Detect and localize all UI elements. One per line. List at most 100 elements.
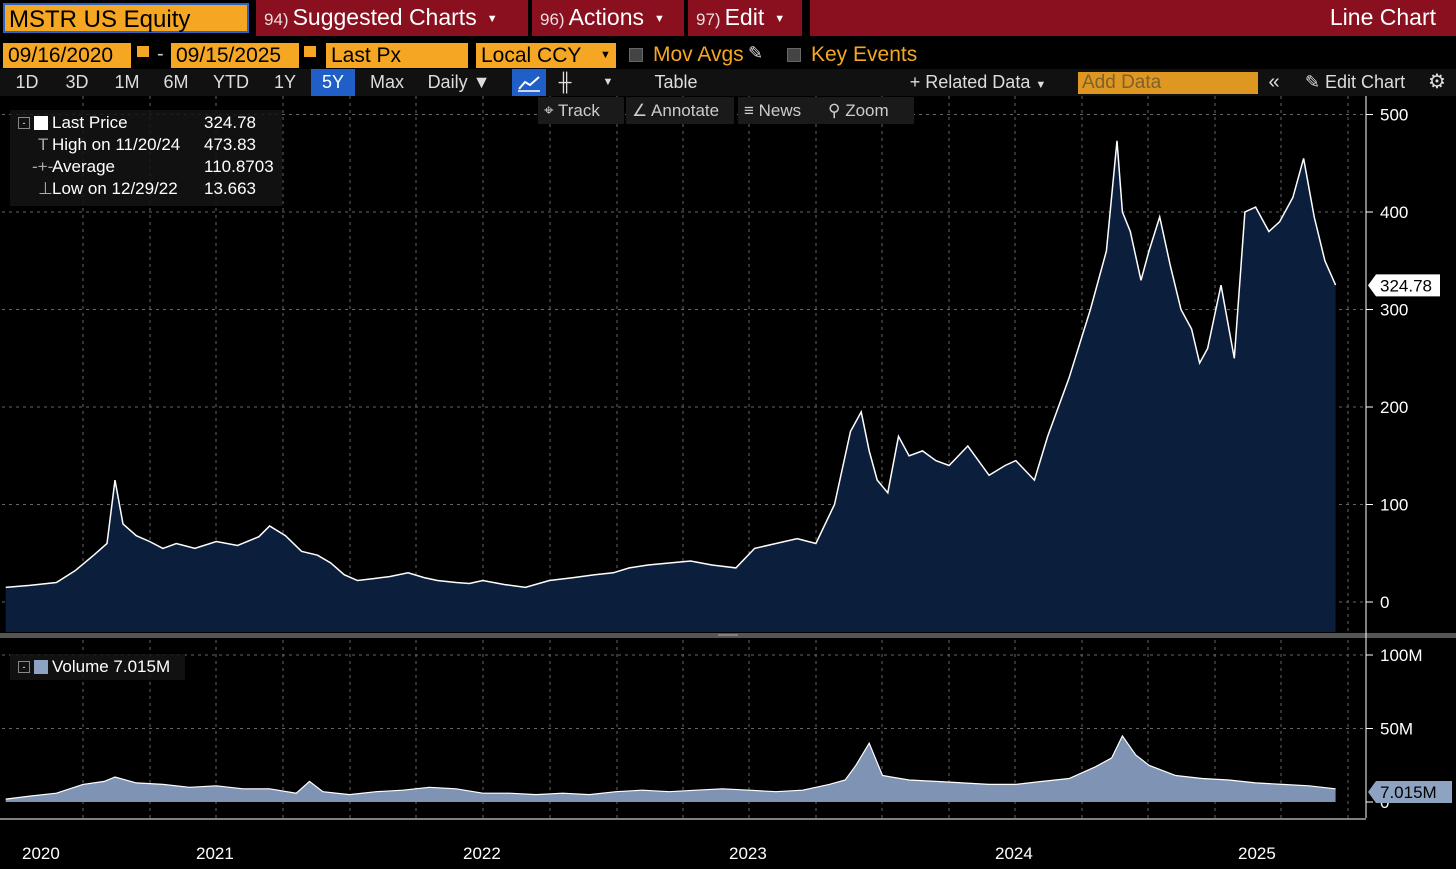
menu-label: Edit: [724, 4, 765, 30]
add-data-input[interactable]: Add Data: [1078, 72, 1258, 94]
average-marker-icon: -+-: [32, 157, 54, 176]
range-5y[interactable]: 5Y: [311, 69, 355, 96]
y-tick-label: 100M: [1380, 646, 1423, 665]
table-button[interactable]: Table: [654, 72, 698, 92]
edit-chart-button[interactable]: ✎ Edit Chart: [1294, 69, 1416, 96]
x-tick-label: 2021: [196, 844, 234, 863]
legend-name: High on 11/20/24: [52, 135, 181, 154]
track-label: Track: [558, 101, 600, 120]
currency-select[interactable]: Local CCY: [476, 43, 596, 68]
range-1d[interactable]: 1D: [15, 72, 39, 92]
calendar-icon[interactable]: [136, 45, 150, 58]
related-data-button[interactable]: + Related Data ▼: [898, 69, 1058, 96]
x-tick-label: 2025: [1238, 844, 1276, 863]
start-date-field[interactable]: 09/16/2020: [3, 43, 131, 68]
legend-row: T High on 11/20/24 473.83: [10, 134, 282, 156]
caret-down-icon: ▼: [472, 72, 491, 92]
pencil-icon[interactable]: ✎: [748, 43, 764, 63]
crosshair-icon: ⌖: [544, 101, 554, 120]
annotate-button[interactable]: ∠ Annotate: [626, 97, 734, 124]
annotate-label: Annotate: [651, 101, 720, 120]
last-volume-tag: [1368, 781, 1452, 803]
price-line: [5, 140, 1337, 589]
chart-style-dropdown-icon[interactable]: ▼: [602, 76, 614, 88]
line-chart-icon[interactable]: [512, 69, 546, 96]
legend-name: Average: [52, 157, 116, 176]
x-tick-label: 2022: [463, 844, 501, 863]
menu-number: 94): [264, 10, 289, 29]
x-tick-label: 2023: [729, 844, 767, 863]
range-1y[interactable]: 1Y: [273, 72, 297, 92]
add-data-placeholder: Add Data: [1082, 72, 1162, 93]
zoom-label: Zoom: [845, 101, 889, 120]
volume-legend: - Volume 7.015M: [10, 654, 185, 680]
legend-row: - Last Price 324.78: [10, 112, 282, 134]
menu-number: 96): [540, 10, 565, 29]
y-tick-label: 100: [1380, 496, 1408, 515]
y-tick-label: 0: [1380, 593, 1389, 612]
range-1m[interactable]: 1M: [114, 72, 140, 92]
collapse-box-icon[interactable]: -: [18, 117, 30, 129]
bar-chart-icon[interactable]: ╫: [558, 72, 572, 92]
y-tick-label: 500: [1380, 106, 1408, 125]
legend-name: Last Price: [52, 113, 128, 132]
pencil-icon: ✎: [1304, 72, 1321, 92]
price-area: [5, 140, 1336, 633]
date-controls: 09/16/2020 - 09/15/2025 Last Px Local CC…: [0, 40, 1456, 70]
x-tick-label: 2020: [22, 844, 60, 863]
collapse-icon[interactable]: «: [1268, 71, 1280, 93]
last-volume-label: 7.015M: [1380, 783, 1437, 802]
caret-down-icon: ▼: [774, 12, 786, 25]
legend-value: 13.663: [204, 179, 256, 198]
caret-down-icon: ▼: [1035, 79, 1047, 91]
news-button[interactable]: ≡ News: [738, 97, 824, 124]
low-marker-icon: ⊥: [38, 179, 53, 198]
track-button[interactable]: ⌖ Track: [538, 97, 624, 124]
date-separator: -: [157, 43, 164, 65]
menu-number: 97): [696, 10, 721, 29]
price-legend: - Last Price 324.78 T High on 11/20/24 4…: [10, 110, 282, 206]
range-6m[interactable]: 6M: [163, 72, 189, 92]
range-max[interactable]: Max: [369, 72, 404, 92]
y-tick-label: 200: [1380, 398, 1408, 417]
price-volume-chart[interactable]: 0100200300400500100M50M0324.787.015M: [0, 96, 1456, 838]
y-tick-label: 50M: [1380, 720, 1413, 739]
x-axis: 2020 2021 2022 2023 2024 2025: [0, 838, 1456, 869]
legend-value: 473.83: [204, 135, 256, 154]
legend-row: -+- Average 110.8703: [10, 156, 282, 178]
gear-icon[interactable]: ⚙: [1428, 71, 1446, 93]
legend-value: 324.78: [204, 113, 256, 132]
frequency-label: Daily: [427, 72, 468, 92]
mov-avgs-label: Mov Avgs: [653, 43, 744, 66]
menu-label: Suggested Charts: [292, 4, 477, 30]
x-tick-label: 2024: [995, 844, 1033, 863]
mov-avgs-checkbox[interactable]: [629, 48, 643, 62]
calendar-icon[interactable]: [303, 45, 317, 58]
y-tick-label: 300: [1380, 301, 1408, 320]
actions-menu[interactable]: 96) Actions ▼: [532, 0, 684, 36]
last-price-tag: [1368, 274, 1440, 297]
frequency-select[interactable]: Daily ▼: [418, 69, 500, 96]
suggested-charts-menu[interactable]: 94) Suggested Charts ▼: [256, 0, 528, 36]
news-icon: ≡: [744, 101, 754, 120]
range-ytd[interactable]: YTD: [213, 72, 249, 92]
chart-type-title: Line Chart: [810, 0, 1456, 36]
range-3d[interactable]: 3D: [65, 72, 89, 92]
last-price-label: 324.78: [1380, 276, 1432, 295]
zoom-button[interactable]: ⚲ Zoom: [822, 97, 914, 124]
swatch-icon: [34, 116, 48, 130]
collapse-box-icon[interactable]: -: [18, 661, 30, 673]
title-bar: MSTR US Equity 94) Suggested Charts ▼ 96) A…: [0, 0, 1456, 36]
legend-value: 110.8703: [204, 157, 274, 176]
currency-dropdown-icon[interactable]: ▼: [596, 43, 616, 68]
field-select[interactable]: Last Px: [326, 43, 468, 68]
ticker-input[interactable]: MSTR US Equity: [3, 3, 249, 33]
key-events-checkbox[interactable]: [787, 48, 801, 62]
end-date-field[interactable]: 09/15/2025: [171, 43, 299, 68]
volume-average-line: [5, 734, 1336, 800]
menu-label: Actions: [568, 4, 645, 30]
news-label: News: [758, 101, 802, 120]
volume-area: [5, 735, 1336, 802]
edit-menu[interactable]: 97) Edit ▼: [688, 0, 802, 36]
swatch-icon: [34, 660, 48, 674]
